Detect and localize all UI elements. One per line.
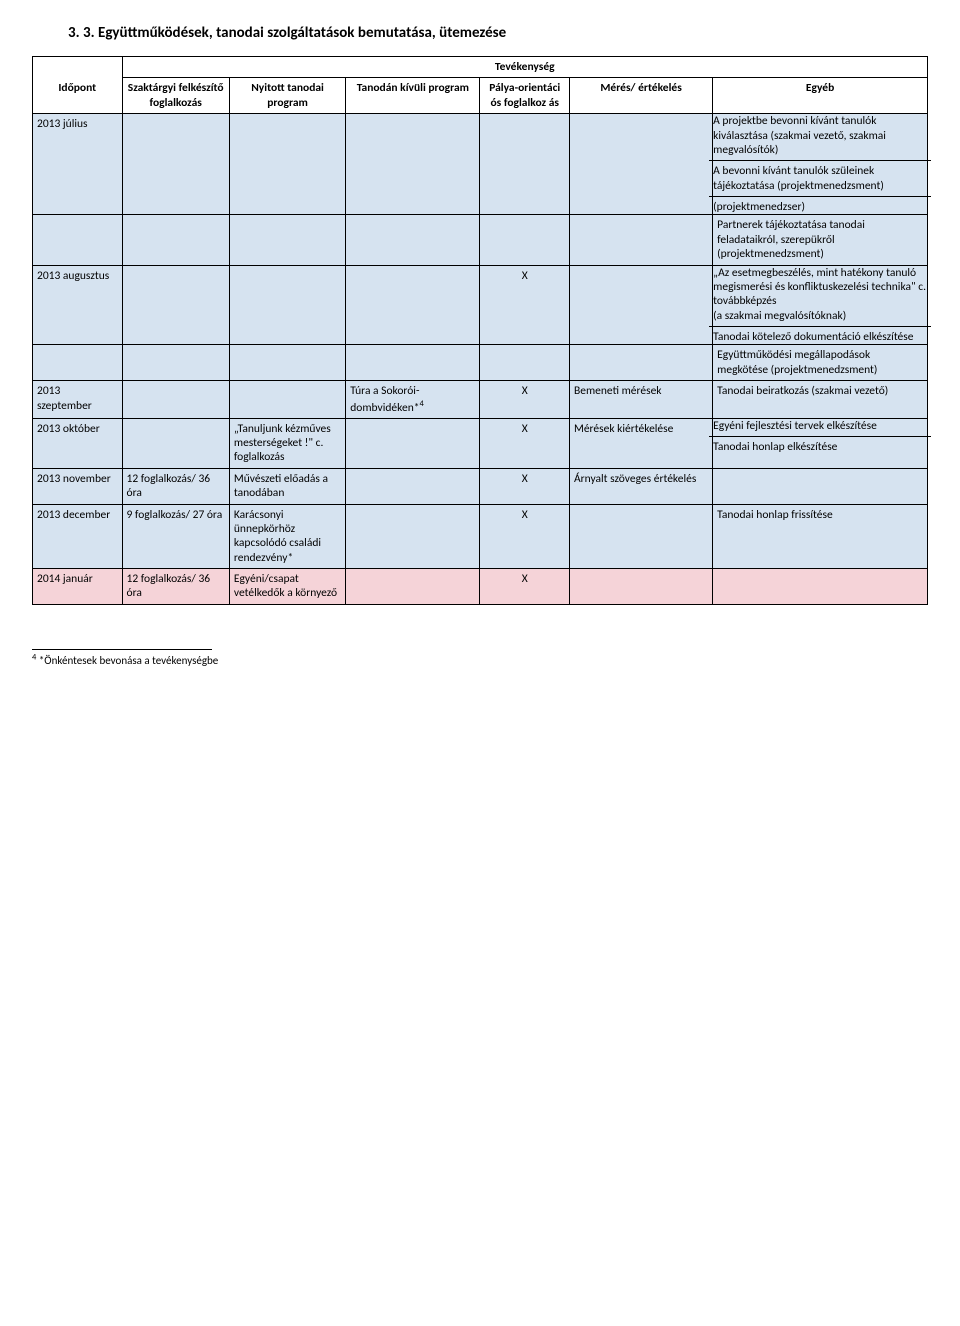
cell-open: „Tanuljunk kézműves mesterségeket !" c. … [229, 418, 345, 468]
header-measure: Mérés/ értékelés [569, 78, 712, 114]
footnote-text: 4 *Önkéntesek bevonása a tevékenységbe [32, 654, 218, 667]
table-row: 2013 november12 foglalkozás/ 36 óraMűvés… [33, 468, 928, 504]
cell-other: Együttműködési megállapodások megkötése … [713, 345, 928, 381]
cell-time [33, 215, 123, 265]
cell-other: Partnerek tájékoztatása tanodai feladata… [713, 215, 928, 265]
cell-outside [346, 345, 480, 381]
cell-open [229, 265, 345, 345]
cell-measure [569, 114, 712, 215]
cell-measure [569, 569, 712, 605]
cell-career: X [480, 381, 570, 419]
footnote-number: 4 [32, 653, 36, 663]
cell-career: X [480, 504, 570, 569]
footnote-rule [32, 649, 212, 650]
cell-measure [569, 345, 712, 381]
cell-measure [569, 265, 712, 345]
header-subject: Szaktárgyi felkészítő foglalkozás [122, 78, 229, 114]
cell-subject: 12 foglalkozás/ 36 óra [122, 569, 229, 605]
cell-measure: Mérések kiértékelése [569, 418, 712, 468]
table-row: 2013 december9 foglalkozás/ 27 óraKarács… [33, 504, 928, 569]
cell-measure: Árnyalt szöveges értékelés [569, 468, 712, 504]
egyeb-cell: Tanodai kötelező dokumentáció elkészítés… [709, 327, 931, 348]
table-row: 2013 szeptember Túra a Sokorói-dombvidéke… [33, 381, 928, 419]
table-row: Partnerek tájékoztatása tanodai feladata… [33, 215, 928, 265]
cell-subject [122, 265, 229, 345]
cell-open: Egyéni/csapat vetélkedők a környező [229, 569, 345, 605]
cell-measure [569, 504, 712, 569]
egyeb-cell: Egyéni fejlesztési tervek elkészítése [709, 416, 931, 437]
cell-open: Karácsonyi ünnepkörhöz kapcsolódó család… [229, 504, 345, 569]
cell-career [480, 114, 570, 215]
table-header-row-2: Időpont Szaktárgyi felkészítő foglalkozá… [33, 78, 928, 114]
table-row: 2013 október „Tanuljunk kézműves mestersé… [33, 418, 928, 468]
cell-other [713, 569, 928, 605]
footnote-content: *Önkéntesek bevonása a tevékenységbe [39, 654, 218, 667]
cell-subject: 9 foglalkozás/ 27 óra [122, 504, 229, 569]
cell-other [713, 468, 928, 504]
schedule-table: Tevékenység Időpont Szaktárgyi felkészít… [32, 56, 928, 605]
table-row: 2014 január12 foglalkozás/ 36 óraEgyéni/… [33, 569, 928, 605]
cell-time: 2013 november [33, 468, 123, 504]
cell-measure [569, 215, 712, 265]
cell-time: 2013 július [33, 114, 123, 215]
cell-outside [346, 468, 480, 504]
cell-open [229, 345, 345, 381]
header-timepoint: Időpont [33, 78, 123, 114]
egyeb-cell: Tanodai honlap elkészítése [709, 437, 931, 458]
cell-outside [346, 114, 480, 215]
egyeb-cell: A bevonni kívánt tanulók szüleinek tájék… [709, 161, 931, 197]
cell-open [229, 215, 345, 265]
egyeb-cell: „Az esetmegbeszélés, mint hatékony tanul… [709, 263, 931, 327]
header-other: Egyéb [713, 78, 928, 114]
cell-time [33, 345, 123, 381]
cell-career: X [480, 569, 570, 605]
section-title: 3. 3. Együttműködések, tanodai szolgálta… [68, 24, 928, 42]
cell-subject [122, 381, 229, 419]
cell-time: 2013 augusztus [33, 265, 123, 345]
cell-other: Egyéni fejlesztési tervek elkészítéseTan… [713, 418, 928, 468]
cell-measure: Bemeneti mérések [569, 381, 712, 419]
cell-career: X [480, 468, 570, 504]
header-open: Nyitott tanodai program [229, 78, 345, 114]
cell-outside [346, 418, 480, 468]
cell-open [229, 114, 345, 215]
cell-other: Tanodai honlap frissítése [713, 504, 928, 569]
cell-career [480, 215, 570, 265]
cell-time: 2013 december [33, 504, 123, 569]
cell-outside: Túra a Sokorói-dombvidéken*4 [346, 381, 480, 419]
header-activity: Tevékenység [122, 57, 928, 78]
cell-outside [346, 504, 480, 569]
blank-cell [33, 57, 123, 78]
cell-outside [346, 265, 480, 345]
cell-other: A projektbe bevonni kívánt tanulók kivál… [713, 114, 928, 215]
cell-career: X [480, 265, 570, 345]
cell-subject [122, 114, 229, 215]
cell-time: 2013 szeptember [33, 381, 123, 419]
cell-subject [122, 418, 229, 468]
cell-open [229, 381, 345, 419]
header-outside: Tanodán kívüli program [346, 78, 480, 114]
footnote-block: 4 *Önkéntesek bevonása a tevékenységbe [32, 645, 232, 669]
cell-subject [122, 215, 229, 265]
cell-time: 2014 január [33, 569, 123, 605]
cell-career: X [480, 418, 570, 468]
table-row: 2013 augusztus X „Az esetmegbeszélés, mint… [33, 265, 928, 345]
cell-subject [122, 345, 229, 381]
table-header-row-1: Tevékenység [33, 57, 928, 78]
cell-time: 2013 október [33, 418, 123, 468]
cell-subject: 12 foglalkozás/ 36 óra [122, 468, 229, 504]
header-career: Pálya-orientáci ós foglalkoz ás [480, 78, 570, 114]
cell-other: „Az esetmegbeszélés, mint hatékony tanul… [713, 265, 928, 345]
cell-other: Tanodai beiratkozás (szakmai vezető) [713, 381, 928, 419]
cell-career [480, 345, 570, 381]
table-row: 2013 július A projektbe bevonni kívánt ta… [33, 114, 928, 215]
cell-outside [346, 569, 480, 605]
cell-open: Művészeti előadás a tanodában [229, 468, 345, 504]
egyeb-cell: A projektbe bevonni kívánt tanulók kivál… [709, 111, 931, 161]
cell-outside [346, 215, 480, 265]
table-row: Együttműködési megállapodások megkötése … [33, 345, 928, 381]
